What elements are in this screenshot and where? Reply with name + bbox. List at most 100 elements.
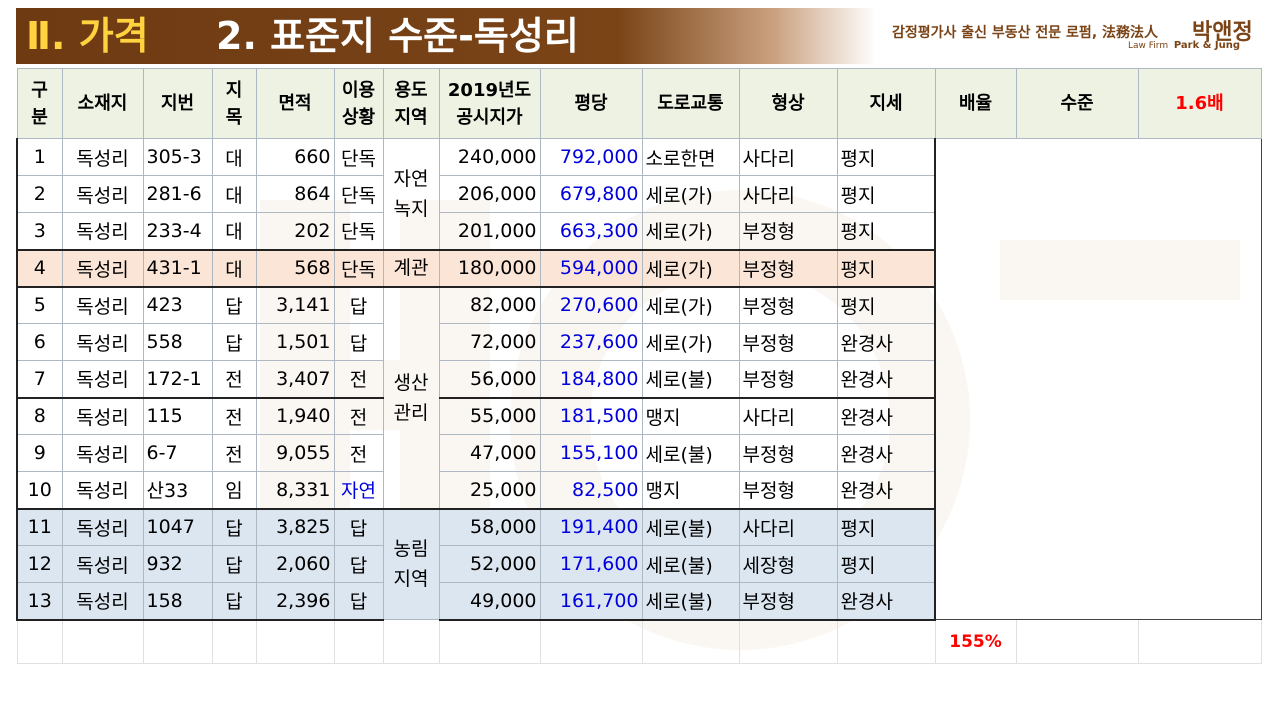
row-number: 12 — [16, 545, 63, 583]
header-row: 구 분 소재지 지번 지 목 면적 이용 상황 용도 지역 2019년도 공시지… — [16, 68, 1262, 139]
row-terrain: 완경사 — [836, 471, 936, 509]
row-lot: 558 — [142, 323, 213, 361]
table-row: 2 독성리 281-6 대 864 단독 206,000 679,800 세로(가) 사다리 평지 — [16, 175, 1261, 213]
table-body: 1 독성리 305-3 대 660 단독 자연 녹지 240,000 792,000 소로한면 사다… — [16, 138, 1262, 621]
row-terrain: 완경사 — [836, 360, 936, 398]
footer-cell — [255, 619, 335, 664]
col-location: 소재지 — [61, 68, 144, 139]
row-road: 세로(가) — [641, 212, 740, 250]
footer-row: 155% — [16, 619, 1262, 664]
row-area: 3,141 — [255, 285, 335, 324]
row-usage: 전 — [333, 360, 384, 398]
row-price-2019: 58,000 — [438, 507, 541, 546]
row-usage: 답 — [333, 507, 384, 546]
row-lot: 932 — [142, 545, 213, 583]
row-per-pyeong: 191,400 — [539, 507, 643, 546]
col-multiple: 배율 — [934, 68, 1017, 139]
row-number: 13 — [16, 582, 63, 621]
col-level-value: 1.6배 — [1137, 68, 1262, 139]
col-area: 면적 — [255, 68, 335, 139]
row-area: 2,060 — [255, 545, 335, 583]
row-terrain: 평지 — [836, 248, 936, 287]
row-location: 독성리 — [61, 582, 144, 621]
row-area: 202 — [255, 212, 335, 250]
row-category: 답 — [211, 507, 257, 546]
row-shape: 부정형 — [738, 471, 838, 509]
row-number: 11 — [16, 507, 63, 546]
row-shape: 사다리 — [738, 507, 838, 546]
row-road: 세로(불) — [641, 582, 740, 621]
row-lot: 233-4 — [142, 212, 213, 250]
row-lot: 281-6 — [142, 175, 213, 213]
table-row: 7 독성리 172-1 전 3,407 전 56,000 184,800 세로(불) 부정형 완경사 — [16, 360, 1261, 398]
row-terrain: 평지 — [836, 212, 936, 250]
footer-cell — [836, 619, 936, 664]
row-road: 세로(불) — [641, 360, 740, 398]
row-price-2019: 240,000 — [438, 138, 541, 176]
row-price-2019: 52,000 — [438, 545, 541, 583]
table-row: 6 독성리 558 답 1,501 답 72,000 237,600 세로(가) 부정형 완경사 — [16, 323, 1261, 361]
row-location: 독성리 — [61, 471, 144, 509]
row-lot: 115 — [142, 396, 213, 435]
brand-english-name: Park & Jung — [1173, 40, 1241, 51]
row-shape: 부정형 — [738, 248, 838, 287]
footer-cell — [539, 619, 643, 664]
row-usage: 자연 — [333, 471, 384, 509]
row-road: 세로(불) — [641, 507, 740, 546]
row-usage: 단독 — [333, 248, 384, 287]
row-terrain: 평지 — [836, 285, 936, 324]
row-number: 5 — [16, 285, 63, 324]
row-per-pyeong: 82,500 — [539, 471, 643, 509]
table-row: 8 독성리 115 전 1,940 전 55,000 181,500 맹지 사다리 완경사 — [16, 396, 1261, 435]
row-terrain: 평지 — [836, 138, 936, 176]
footer-cell — [1015, 619, 1139, 664]
row-usage: 전 — [333, 434, 384, 472]
row-shape: 부정형 — [738, 434, 838, 472]
level-area — [934, 138, 1262, 620]
row-terrain: 완경사 — [836, 434, 936, 472]
row-lot: 172-1 — [142, 360, 213, 398]
row-price-2019: 49,000 — [438, 582, 541, 621]
row-location: 독성리 — [61, 248, 144, 287]
col-road: 도로교통 — [641, 68, 740, 139]
row-lot: 423 — [142, 285, 213, 324]
col-gubun: 구 분 — [16, 68, 63, 139]
row-zone: 농림 지역 — [382, 507, 440, 620]
col-shape: 형상 — [738, 68, 838, 139]
row-terrain: 완경사 — [836, 323, 936, 361]
row-area: 3,825 — [255, 507, 335, 546]
row-number: 7 — [16, 360, 63, 398]
row-per-pyeong: 155,100 — [539, 434, 643, 472]
row-category: 답 — [211, 582, 257, 621]
footer-cell — [333, 619, 384, 664]
table-row: 12 독성리 932 답 2,060 답 52,000 171,600 세로(불) 세장형 평지 — [16, 545, 1261, 583]
row-per-pyeong: 171,600 — [539, 545, 643, 583]
row-road: 세로(가) — [641, 285, 740, 324]
row-lot: 431-1 — [142, 248, 213, 287]
row-usage: 전 — [333, 396, 384, 435]
row-lot: 6-7 — [142, 434, 213, 472]
row-road: 맹지 — [641, 471, 740, 509]
col-zone: 용도 지역 — [382, 68, 440, 139]
row-terrain: 평지 — [836, 175, 936, 213]
table-row: 4 독성리 431-1 대 568 단독 계관 180,000 594,000 세로(가) 부정형 평… — [16, 248, 1261, 287]
row-price-2019: 180,000 — [438, 248, 541, 287]
row-shape: 부정형 — [738, 212, 838, 250]
row-shape: 부정형 — [738, 285, 838, 324]
row-number: 1 — [16, 138, 63, 176]
row-terrain: 완경사 — [836, 396, 936, 435]
row-category: 임 — [211, 471, 257, 509]
row-per-pyeong: 663,300 — [539, 212, 643, 250]
row-area: 3,407 — [255, 360, 335, 398]
row-lot: 1047 — [142, 507, 213, 546]
row-shape: 부정형 — [738, 582, 838, 621]
col-usage: 이용 상황 — [333, 68, 384, 139]
row-number: 2 — [16, 175, 63, 213]
row-shape: 부정형 — [738, 360, 838, 398]
row-location: 독성리 — [61, 545, 144, 583]
footer-cell — [16, 619, 63, 664]
row-location: 독성리 — [61, 138, 144, 176]
row-number: 6 — [16, 323, 63, 361]
row-road: 소로한면 — [641, 138, 740, 176]
row-per-pyeong: 270,600 — [539, 285, 643, 324]
